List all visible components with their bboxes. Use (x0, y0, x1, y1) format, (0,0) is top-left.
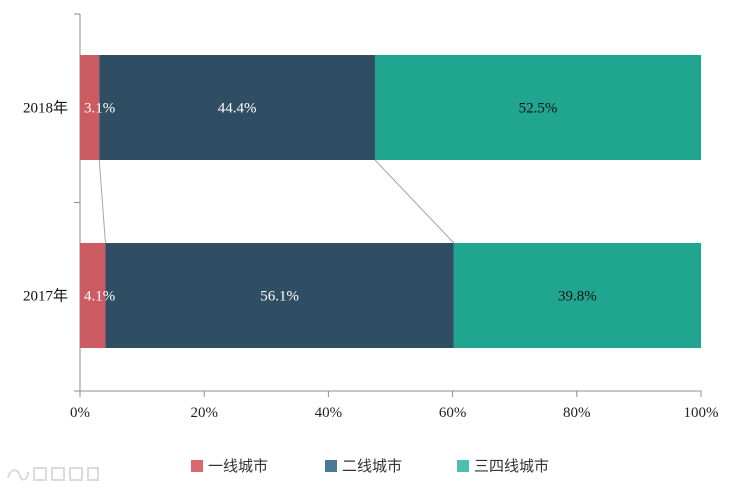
bar-segment (453, 243, 701, 348)
bar-segment (80, 55, 100, 160)
data-label: 44.4% (218, 101, 257, 117)
bar-segment (99, 55, 375, 160)
x-tick-label: 60% (439, 405, 467, 421)
legend-swatch (457, 460, 469, 472)
bar-layer (80, 55, 701, 348)
legend: 一线城市 二线城市 三四线城市 (191, 457, 549, 475)
legend-label: 一线城市 (208, 457, 268, 475)
series-line (374, 159, 455, 244)
x-tick-label: 80% (563, 405, 591, 421)
legend-label: 二线城市 (342, 457, 402, 475)
series-lines (98, 159, 455, 244)
bar-segment (80, 243, 106, 348)
data-label: 39.8% (558, 289, 597, 305)
data-label: 3.1% (84, 101, 115, 117)
legend-swatch (191, 460, 203, 472)
data-label: 4.1% (84, 289, 115, 305)
bar-segment (105, 243, 454, 348)
x-tick-label: 20% (190, 405, 218, 421)
legend-label: 三四线城市 (474, 457, 549, 475)
category-label: 2018年 (23, 100, 68, 117)
axis-layer: 0% 20% 40% 60% 80% 100% (70, 13, 719, 421)
series-line (98, 159, 106, 244)
legend-swatch (325, 460, 337, 472)
label-layer: 3.1% 44.4% 52.5% 2018年 4.1% 56.1% 39.8% 2017年 (23, 100, 597, 305)
x-tick-label: 100% (684, 405, 719, 421)
data-label: 56.1% (260, 289, 299, 305)
category-label: 2017年 (23, 288, 68, 305)
watermark-logo (7, 467, 99, 481)
data-label: 52.5% (519, 101, 558, 117)
bar-segment (374, 55, 701, 160)
x-tick-label: 40% (315, 405, 343, 421)
x-tick-label: 0% (70, 405, 90, 421)
